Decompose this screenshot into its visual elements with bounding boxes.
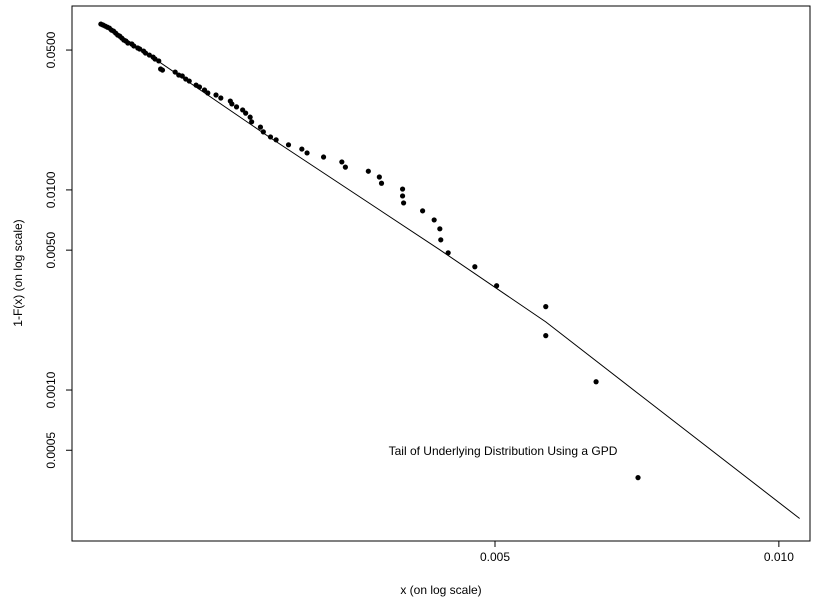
y-tick-label: 0.0010 xyxy=(44,371,58,408)
data-point xyxy=(399,186,406,192)
data-point xyxy=(365,168,371,174)
y-axis-title: 1-F(x) (on log scale) xyxy=(11,219,25,326)
data-point xyxy=(304,150,310,156)
data-point xyxy=(285,142,292,148)
data-point xyxy=(229,101,235,107)
data-point xyxy=(431,217,437,223)
data-point xyxy=(400,200,407,206)
data-point xyxy=(420,208,426,214)
data-point xyxy=(131,43,137,49)
y-tick-label: 0.0005 xyxy=(44,432,58,469)
y-tick-label: 0.0500 xyxy=(44,31,58,68)
data-point xyxy=(213,92,219,98)
data-point xyxy=(243,110,249,116)
data-point xyxy=(159,67,166,73)
x-tick-label: 0.005 xyxy=(480,550,510,564)
fit-line xyxy=(100,21,800,519)
data-point xyxy=(320,154,327,160)
data-point xyxy=(437,226,443,232)
data-point xyxy=(438,237,444,243)
data-point xyxy=(378,180,385,186)
data-point xyxy=(593,379,599,385)
data-point xyxy=(186,78,192,84)
y-tick-label: 0.0050 xyxy=(44,231,58,268)
data-point xyxy=(342,164,348,170)
y-tick-label: 0.0100 xyxy=(44,171,58,208)
data-point xyxy=(543,333,549,339)
data-point xyxy=(399,193,406,199)
data-point xyxy=(472,264,478,270)
x-tick-label: 0.010 xyxy=(764,550,794,564)
data-point xyxy=(260,129,266,135)
data-point xyxy=(339,159,345,165)
x-axis-title: x (on log scale) xyxy=(400,583,481,597)
data-point xyxy=(376,174,382,180)
data-point xyxy=(635,475,641,481)
data-point xyxy=(543,304,549,310)
plot-frame xyxy=(71,5,811,542)
data-point xyxy=(201,87,208,93)
data-point xyxy=(247,114,253,120)
data-point xyxy=(299,146,305,152)
data-point xyxy=(257,124,264,130)
annotation: Tail of Underlying Distribution Using a … xyxy=(389,444,618,458)
data-point xyxy=(196,84,203,90)
data-point xyxy=(233,104,240,110)
data-point xyxy=(218,95,224,101)
data-point xyxy=(249,119,255,125)
